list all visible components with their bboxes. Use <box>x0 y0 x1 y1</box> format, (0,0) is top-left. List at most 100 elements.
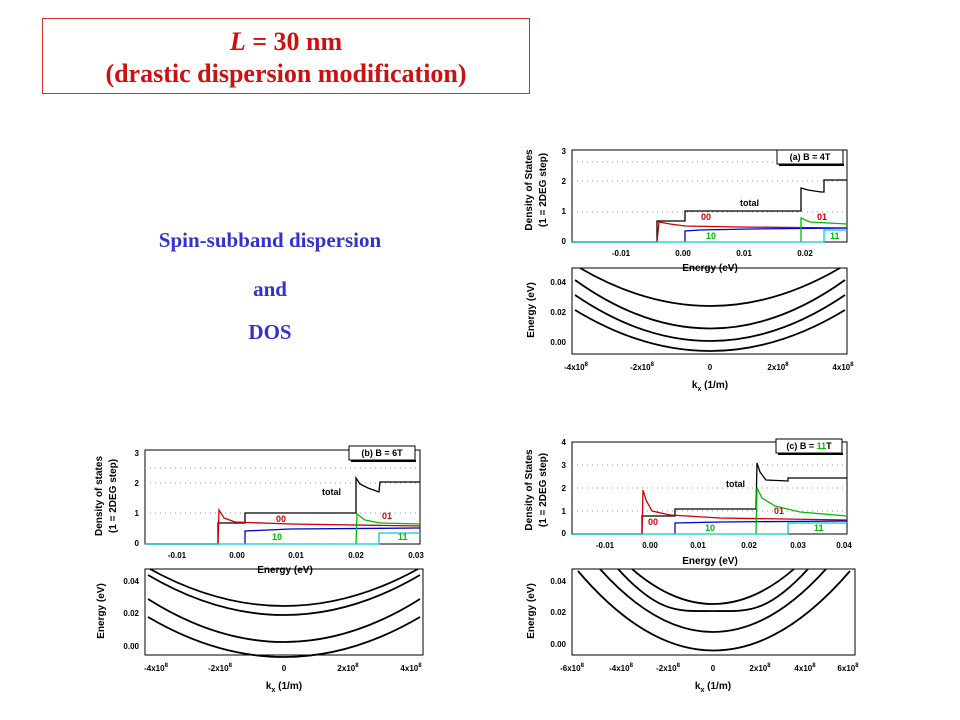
dos-ylabel2-b: (1 = 2DEG step) <box>108 459 119 533</box>
dos-curve-00-a <box>656 221 848 243</box>
dos-sub-label-11-b: 11 <box>398 532 408 542</box>
disp-xtick-a-2: 0 <box>708 363 713 372</box>
dos-ytick-a-1: 1 <box>562 207 567 216</box>
title-L: L <box>229 27 246 56</box>
dos-legend-text-a: (a) B = 4T <box>790 152 831 162</box>
disp-xtick-c-0: -6x108 <box>560 663 584 673</box>
title-box: L = 30 nm (drastic dispersion modificati… <box>42 18 530 94</box>
disp-band-a-4 <box>574 309 846 352</box>
dos-sub-label-10-b: 10 <box>272 532 282 542</box>
disp-band-b-1 <box>149 568 419 607</box>
dos-total-label-b: total <box>322 487 341 497</box>
dos-xtick-a-0: -0.01 <box>612 249 631 258</box>
dos-curve-total-a <box>572 179 847 243</box>
dos-xtick-c-2: 0.01 <box>690 541 706 550</box>
disp-ytick-b-2: 0.04 <box>123 577 139 586</box>
dos-gridlines-a <box>572 161 847 213</box>
disp-xtick-c-1: -4x108 <box>609 663 633 673</box>
dos-curve-10-b <box>244 527 421 544</box>
disp-frame-b <box>144 568 424 656</box>
disp-xticks-b: -4x108 -2x108 0 2x108 4x108 <box>144 663 422 673</box>
dos-legend-c: (c) B = 11T <box>775 438 843 455</box>
dos-ylabel-c: Density of States <box>524 449 535 531</box>
disp-xlabel-c: kx (1/m) <box>695 681 731 694</box>
dos-ytick-b-0: 0 <box>135 539 140 548</box>
disp-yticks-b: 0.00 0.02 0.04 <box>123 577 139 651</box>
disp-xtick-b-1: -2x108 <box>208 663 232 673</box>
dos-curve-01-a <box>800 216 848 242</box>
dos-ytick-b-3: 3 <box>135 449 140 458</box>
dos-gridlines-b <box>145 467 420 514</box>
disp-ytick-c-1: 0.02 <box>550 608 566 617</box>
dos-sub-label-00-a: 00 <box>701 212 711 222</box>
dos-legend-text-b: (b) B = 6T <box>361 448 403 458</box>
dos-sub-label-00-b: 00 <box>276 514 286 524</box>
disp-curves-c <box>577 568 851 652</box>
disp-xtick-c-6: 6x108 <box>837 663 859 673</box>
title-line1: L = 30 nm <box>43 27 529 57</box>
dos-xtick-a-3: 0.02 <box>797 249 813 258</box>
disp-frame-a <box>571 267 848 355</box>
dos-label: DOS <box>248 320 292 344</box>
disp-ytick-a-1: 0.02 <box>550 308 566 317</box>
disp-xticks-c: -6x108 -4x108 -2x108 0 2x108 4x108 6x108 <box>560 663 859 673</box>
dos-curve-11-b <box>145 532 420 545</box>
disp-xtick-a-1: -2x108 <box>630 362 654 372</box>
dos-ytick-b-2: 2 <box>135 479 140 488</box>
dos-xtick-b-0: -0.01 <box>168 551 187 560</box>
disp-band-c-4 <box>577 570 851 652</box>
disp-ylabel-b: Energy (eV) <box>96 583 107 639</box>
dos-xtick-c-1: 0.00 <box>642 541 658 550</box>
dos-curve-01-c <box>755 487 848 535</box>
dos-plot-c: Density of States (1 = 2DEG step) 0 1 2 … <box>524 438 852 567</box>
disp-xlabel-a: kx (1/m) <box>692 380 728 393</box>
disp-ytick-a-0: 0.00 <box>550 338 566 347</box>
dos-ytick-c-3: 3 <box>562 461 567 470</box>
disp-xtick-c-5: 4x108 <box>794 663 816 673</box>
disp-band-c-1 <box>631 568 795 605</box>
dos-sub-label-10-a: 10 <box>706 231 716 241</box>
dos-curves-a <box>572 179 848 243</box>
dos-yticks-b: 0 1 2 3 <box>135 449 140 548</box>
disp-ylabel-c: Energy (eV) <box>526 583 537 639</box>
disp-ytick-a-2: 0.04 <box>550 278 566 287</box>
dos-sub-label-10-c: 10 <box>705 523 715 533</box>
disp-yticks-c: 0.00 0.02 0.04 <box>550 577 566 649</box>
dos-ylabel-b: Density of states <box>94 456 105 536</box>
title-eq: = 30 nm <box>245 27 343 56</box>
disp-band-b-4 <box>147 616 421 658</box>
disp-band-a-3 <box>574 294 846 342</box>
dos-xtick-a-2: 0.01 <box>736 249 752 258</box>
and-label: and <box>253 277 287 301</box>
disp-curves-a <box>574 267 846 352</box>
dos-ylabel-a: Density of States <box>524 149 535 231</box>
disp-yticks-a: 0.00 0.02 0.04 <box>550 278 566 347</box>
disp-frame-c <box>571 568 856 656</box>
disp-plot-a: Energy (eV) 0.00 0.02 0.04 -4x108 -2x108… <box>526 267 854 393</box>
dos-total-label-c: total <box>726 479 745 489</box>
dos-xlabel-c: Energy (eV) <box>682 556 738 567</box>
dos-curves-b <box>145 475 421 545</box>
dos-xticks-b: -0.01 0.00 0.01 0.02 0.03 <box>168 551 424 560</box>
dos-legend-a: (a) B = 4T <box>776 149 844 166</box>
disp-ytick-c-2: 0.04 <box>550 577 566 586</box>
dos-xtick-c-0: -0.01 <box>596 541 615 550</box>
title-line2: (drastic dispersion modification) <box>105 59 467 88</box>
disp-ytick-b-1: 0.02 <box>123 609 139 618</box>
dos-curves-c <box>572 462 848 535</box>
dos-xticks-a: -0.01 0.00 0.01 0.02 <box>612 249 813 258</box>
disp-xtick-c-2: -2x108 <box>656 663 680 673</box>
dos-curve-00-c <box>641 489 848 535</box>
disp-ylabel-a: Energy (eV) <box>526 282 537 338</box>
disp-xtick-a-3: 2x108 <box>767 362 789 372</box>
dos-sub-label-01-b: 01 <box>382 511 392 521</box>
dos-ytick-a-3: 3 <box>562 147 567 156</box>
dos-curve-11-c <box>572 522 847 535</box>
dos-curve-10-a <box>684 227 848 242</box>
disp-xtick-b-0: -4x108 <box>144 663 168 673</box>
disp-xtick-b-3: 2x108 <box>337 663 359 673</box>
disp-xtick-a-0: -4x108 <box>564 362 588 372</box>
dos-legend-text-c: (c) B = 11T <box>786 441 832 451</box>
disp-plot-b: Energy (eV) 0.00 0.02 0.04 -4x108 -2x108… <box>96 568 424 694</box>
disp-xtick-c-4: 2x108 <box>749 663 771 673</box>
